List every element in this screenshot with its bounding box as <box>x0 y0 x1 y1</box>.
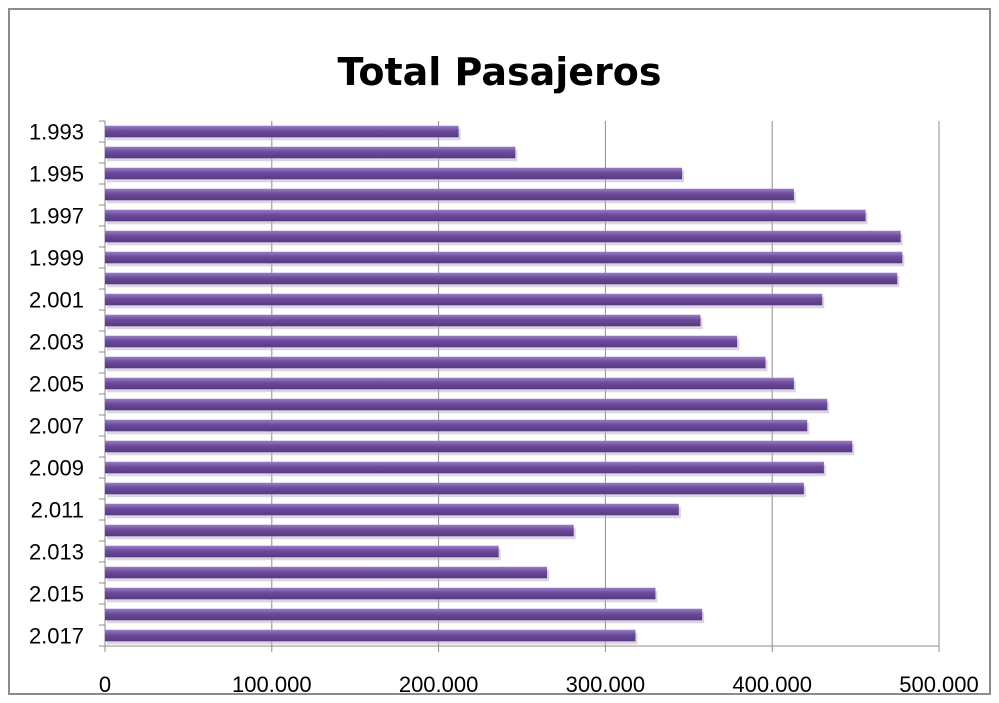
bar <box>105 419 808 432</box>
bar <box>105 524 574 537</box>
bar <box>105 545 499 558</box>
bar <box>105 482 804 495</box>
bar <box>105 503 679 516</box>
bar <box>105 566 548 579</box>
y-tick-label: 2.015 <box>29 582 84 607</box>
x-tick-label: 0 <box>99 672 111 697</box>
y-tick-label: 1.999 <box>29 246 84 271</box>
y-tick-label: 2.007 <box>29 414 84 439</box>
bar <box>105 398 828 411</box>
y-tick-label: 2.001 <box>29 288 84 313</box>
y-tick-label: 2.009 <box>29 456 84 481</box>
x-tick-label: 100.000 <box>232 672 312 697</box>
bar <box>105 230 901 243</box>
x-tick-label: 300.000 <box>566 672 646 697</box>
x-tick-label: 200.000 <box>399 672 479 697</box>
bar <box>105 167 683 180</box>
y-tick-label: 1.995 <box>29 162 84 187</box>
bar <box>105 146 516 159</box>
bar <box>105 251 903 264</box>
y-tick-label: 2.017 <box>29 624 84 649</box>
bar <box>105 356 766 369</box>
y-tick-label: 2.003 <box>29 330 84 355</box>
chart-title: Total Pasajeros <box>337 50 662 94</box>
bar <box>105 314 701 327</box>
tick-labels: 0 100.000 200.000 300.000 400.000 500.000 1.99… <box>29 120 979 698</box>
bar <box>105 293 823 306</box>
bar <box>105 335 738 348</box>
bars <box>105 125 905 645</box>
x-tick-label: 500.000 <box>899 672 979 697</box>
bar <box>105 587 656 600</box>
bar <box>105 209 866 222</box>
bar <box>105 272 898 285</box>
bar <box>105 377 794 390</box>
bar <box>105 461 824 474</box>
y-tick-label: 1.997 <box>29 204 84 229</box>
x-tick-label: 400.000 <box>732 672 812 697</box>
y-tick-label: 2.005 <box>29 372 84 397</box>
bar <box>105 125 459 138</box>
y-tick-label: 1.993 <box>29 120 84 145</box>
bar <box>105 629 636 642</box>
y-tick-label: 2.013 <box>29 540 84 565</box>
bar <box>105 608 703 621</box>
y-tick-label: 2.011 <box>31 498 84 523</box>
bar <box>105 440 853 453</box>
bar <box>105 188 794 201</box>
